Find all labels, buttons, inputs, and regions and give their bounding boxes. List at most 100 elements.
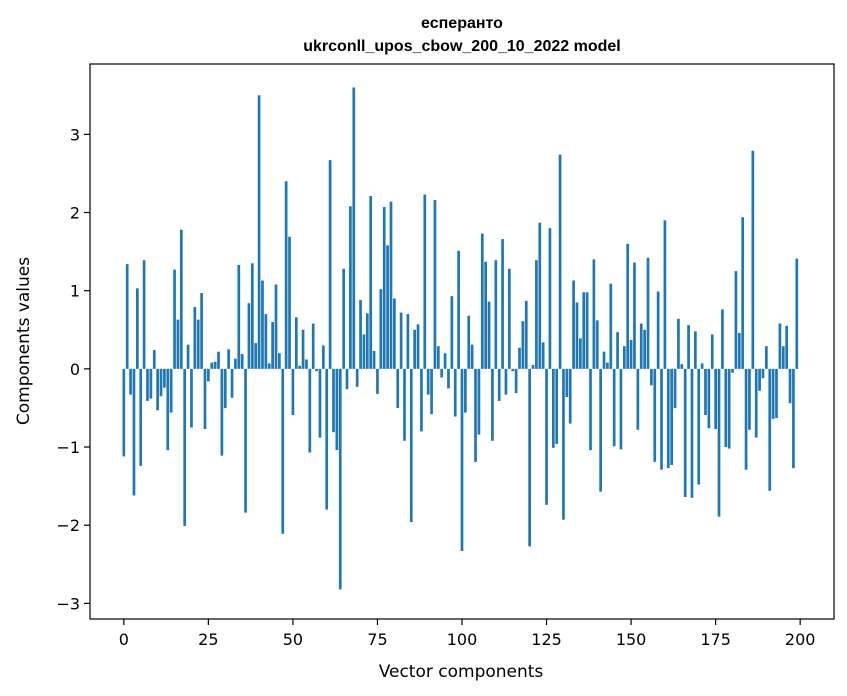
bar	[399, 312, 403, 369]
bar	[494, 260, 498, 369]
y-tick-label: −1	[56, 438, 80, 457]
bar	[629, 339, 633, 369]
bar	[315, 368, 318, 372]
bar	[355, 368, 359, 387]
bar	[714, 368, 717, 430]
x-tick-label: 0	[119, 630, 129, 649]
bar	[308, 368, 312, 453]
bar	[135, 288, 139, 369]
bar	[321, 345, 325, 369]
bar	[291, 368, 295, 415]
bar	[579, 338, 582, 369]
bar	[267, 363, 271, 369]
x-tick-label: 200	[785, 630, 816, 649]
bar	[538, 222, 542, 369]
bar	[595, 320, 599, 369]
bar	[196, 319, 200, 369]
bar	[203, 368, 207, 430]
bar	[139, 368, 143, 466]
bar	[535, 260, 538, 369]
bar	[447, 368, 450, 389]
bar	[748, 368, 751, 430]
bar	[257, 95, 261, 369]
bar	[497, 368, 501, 401]
bar	[650, 368, 653, 386]
bar	[572, 280, 575, 369]
bar	[616, 332, 619, 369]
bar	[453, 368, 457, 417]
bar	[707, 368, 711, 429]
chart-title-line2: ukrconll_upos_cbow_200_10_2022 model	[303, 38, 620, 55]
bar	[758, 368, 761, 391]
x-tick-label: 100	[447, 630, 478, 649]
bar	[159, 368, 163, 397]
bar	[193, 307, 197, 369]
bar	[240, 354, 244, 369]
y-axis-ticks: −3 −2 −1 0 1 2 3	[56, 125, 90, 613]
bar	[531, 364, 535, 369]
bar	[518, 347, 521, 369]
bar	[362, 334, 366, 369]
bar	[190, 368, 193, 428]
bar	[511, 368, 515, 372]
bar	[683, 368, 687, 498]
bar	[666, 368, 670, 469]
bar	[558, 154, 562, 369]
y-tick-label: 2	[70, 204, 80, 223]
bar	[507, 268, 511, 369]
bar	[125, 264, 129, 369]
bar	[156, 368, 159, 411]
bar	[643, 329, 646, 369]
x-tick-label: 125	[531, 630, 562, 649]
bar	[349, 206, 352, 369]
bar	[436, 346, 440, 369]
bar	[393, 298, 396, 369]
bar	[721, 309, 724, 369]
bar	[423, 194, 427, 369]
bar	[700, 363, 704, 369]
bar	[612, 368, 616, 447]
bar	[278, 353, 281, 369]
bar	[403, 368, 406, 441]
bar	[227, 349, 231, 369]
bar	[727, 368, 731, 449]
bar	[589, 368, 592, 451]
bar	[656, 291, 660, 369]
bar	[294, 317, 298, 369]
bar	[342, 268, 345, 369]
x-axis-label: Vector components	[379, 662, 544, 682]
bar	[501, 239, 504, 369]
bar	[639, 323, 643, 369]
bar	[717, 368, 721, 517]
bar	[298, 365, 302, 369]
bar	[281, 368, 285, 534]
bar	[693, 331, 697, 369]
bar	[562, 368, 565, 520]
bar	[660, 368, 663, 470]
bar	[250, 263, 254, 369]
y-axis-label: Components values	[14, 257, 34, 425]
bar	[646, 257, 650, 369]
bar	[754, 368, 758, 438]
bar	[474, 368, 477, 462]
bar	[318, 368, 322, 438]
bar	[575, 302, 579, 369]
bar	[328, 160, 332, 369]
bar	[480, 233, 484, 369]
bar	[710, 334, 714, 369]
bar	[619, 368, 623, 450]
bar	[585, 292, 589, 369]
bar	[406, 314, 410, 369]
bar	[626, 243, 630, 369]
bar	[450, 296, 454, 369]
bar	[724, 368, 728, 448]
bar	[524, 300, 528, 369]
bar	[369, 196, 373, 369]
bar	[183, 368, 187, 526]
bar	[264, 314, 268, 369]
bar	[470, 344, 474, 369]
bar	[146, 368, 149, 401]
bar	[541, 342, 545, 369]
bar	[129, 368, 132, 395]
bar	[521, 321, 525, 369]
